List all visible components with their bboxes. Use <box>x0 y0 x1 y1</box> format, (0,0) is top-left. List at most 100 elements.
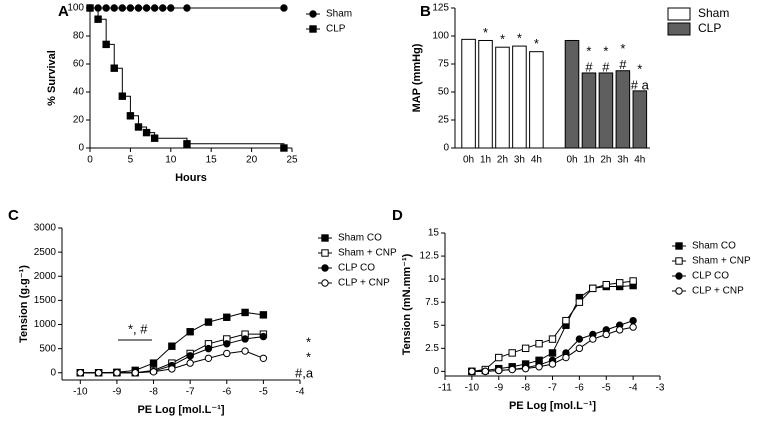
annotation: * <box>306 349 311 364</box>
x-tick-label: -4 <box>629 383 638 394</box>
y-tick-label: 1000 <box>34 319 57 330</box>
x-tick-label: 2h <box>497 155 508 166</box>
x-tick-label: -5 <box>602 383 611 394</box>
marker <box>149 368 158 376</box>
x-tick-label: 25 <box>286 155 298 166</box>
legend-label: CLP <box>326 24 346 35</box>
annotation: * <box>306 334 311 349</box>
legend-label: Sham + CNP <box>338 248 397 259</box>
bar <box>632 90 648 149</box>
x-tick-label: 10 <box>165 155 177 166</box>
x-tick-label: -6 <box>222 387 231 398</box>
y-tick-label: 5 <box>433 320 439 331</box>
marker <box>321 264 329 272</box>
annotation: # <box>585 59 593 74</box>
x-tick-label: -9 <box>112 387 121 398</box>
marker <box>309 10 317 18</box>
marker <box>102 4 110 12</box>
y-tick-label: 10 <box>428 274 440 285</box>
x-tick-label: -5 <box>259 387 268 398</box>
marker <box>508 349 516 357</box>
annotation: # a <box>631 77 650 92</box>
y-tick-label: 25 <box>438 115 450 126</box>
panel-label: D <box>392 207 403 224</box>
marker <box>321 249 329 257</box>
bar <box>529 51 544 149</box>
panel-label: C <box>8 207 19 224</box>
x-tick-label: -10 <box>73 387 88 398</box>
x-tick-label: -9 <box>494 383 503 394</box>
marker <box>468 367 476 376</box>
marker <box>167 4 175 12</box>
x-tick-label: 3h <box>514 155 525 166</box>
marker <box>142 4 151 12</box>
marker <box>131 369 139 377</box>
marker <box>259 354 268 362</box>
legend-label: CLP <box>698 21 721 35</box>
legend-swatch <box>667 22 691 36</box>
marker <box>615 326 624 334</box>
y-tick-label: 3000 <box>34 223 57 234</box>
x-tick-label: 4h <box>531 155 542 166</box>
y-tick-label: 20 <box>73 115 85 126</box>
y-tick-label: 80 <box>73 31 85 42</box>
marker <box>134 123 143 131</box>
marker <box>589 335 597 343</box>
marker <box>481 367 490 376</box>
bar <box>478 39 493 149</box>
annotation: *, # <box>128 321 148 336</box>
annotation: # <box>602 59 610 74</box>
bar <box>598 72 614 149</box>
y-axis-title: Tension (g.g⁻¹) <box>18 265 30 343</box>
annotation: * <box>517 31 522 46</box>
marker <box>629 277 637 285</box>
annotation: * <box>620 41 625 56</box>
marker <box>241 335 249 343</box>
y-tick-label: 40 <box>73 87 85 98</box>
marker <box>521 364 530 373</box>
y-tick-label: 12.5 <box>420 251 440 262</box>
x-tick-label: -11 <box>438 383 452 394</box>
marker <box>535 340 543 348</box>
y-tick-label: 0 <box>443 143 449 154</box>
x-tick-label: 1h <box>583 155 594 166</box>
legend-label: CLP CO <box>338 263 375 274</box>
marker <box>521 344 530 353</box>
y-tick-label: 100 <box>432 31 449 42</box>
marker <box>142 128 151 137</box>
marker <box>495 353 503 362</box>
y-axis-title: % Survival <box>46 50 58 106</box>
marker <box>150 4 159 12</box>
legend-label: Sham <box>326 9 352 20</box>
marker <box>113 369 121 377</box>
legend-label: CLP + CNP <box>338 278 390 289</box>
bar <box>495 46 510 149</box>
y-tick-label: 2000 <box>34 271 57 282</box>
marker <box>150 134 159 142</box>
y-tick-label: 75 <box>438 59 450 70</box>
legend-swatch <box>667 7 691 21</box>
marker <box>204 354 213 362</box>
y-tick-label: 0 <box>50 367 56 378</box>
marker <box>602 330 610 339</box>
y-tick-label: 2.5 <box>425 343 439 354</box>
y-tick-label: 60 <box>73 59 85 70</box>
x-tick-label: -7 <box>186 387 195 398</box>
marker <box>495 366 503 375</box>
y-tick-label: 0 <box>433 366 439 377</box>
x-tick-label: -4 <box>296 387 305 398</box>
annotation: * <box>534 36 539 51</box>
y-tick-label: 7.5 <box>425 297 439 308</box>
y-axis-title: Tension (mN.mm⁻¹) <box>401 253 413 355</box>
annotation: * <box>603 43 608 58</box>
bar <box>615 70 631 149</box>
legend-label: CLP + CNP <box>692 286 744 297</box>
x-tick-label: 0 <box>87 155 93 166</box>
marker <box>94 369 103 377</box>
marker <box>508 365 516 374</box>
x-tick-label: 3h <box>617 155 628 166</box>
marker <box>76 369 85 377</box>
marker <box>110 4 118 12</box>
x-axis-title: Hours <box>175 172 207 184</box>
legend-label: Sham CO <box>338 233 382 244</box>
